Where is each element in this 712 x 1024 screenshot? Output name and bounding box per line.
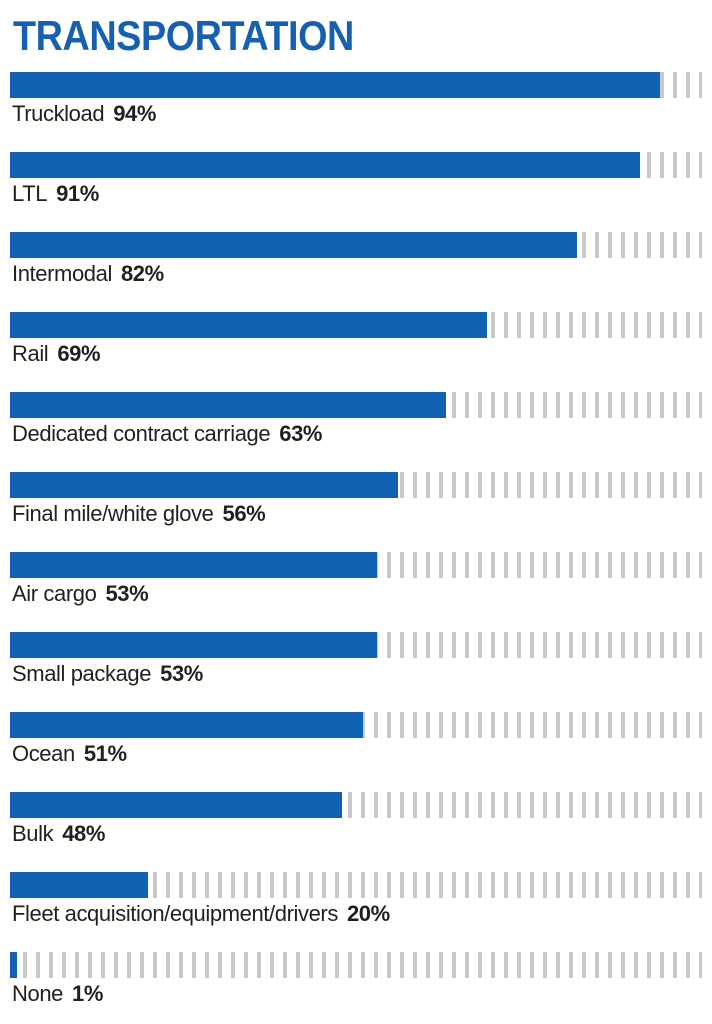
bar-value: 91% bbox=[56, 181, 99, 206]
bar-category-name: Small package bbox=[12, 661, 152, 686]
bar-value: 56% bbox=[222, 501, 266, 526]
bar-value: 94% bbox=[113, 101, 157, 126]
bar-category-name: Truckload bbox=[12, 101, 105, 126]
bar-value: 53% bbox=[105, 581, 149, 606]
bar-row: LTL 91% bbox=[10, 152, 702, 206]
bar-fill bbox=[10, 72, 661, 98]
bar-fill bbox=[10, 632, 377, 658]
bar-fill bbox=[10, 392, 446, 418]
bar-category-name: Fleet acquisition/equipment/drivers bbox=[12, 901, 338, 926]
bar-value: 20% bbox=[346, 901, 390, 926]
bar-row: Bulk 48% bbox=[10, 792, 702, 846]
bar-value: 51% bbox=[83, 741, 127, 766]
bar-value: 1% bbox=[72, 981, 103, 1006]
bar-label: None 1% bbox=[10, 982, 702, 1006]
bar-value: 63% bbox=[279, 421, 323, 446]
bar-row: Intermodal 82% bbox=[10, 232, 702, 286]
bar-category-name: Intermodal bbox=[12, 261, 112, 286]
bar-track-tick-pattern bbox=[10, 72, 702, 98]
bar-row: Ocean 51% bbox=[10, 712, 702, 766]
bar-label: Final mile/white glove 56% bbox=[10, 502, 702, 526]
bar-rows-container: Truckload 94% LTL 91% Intermodal 82% Rail 69% De… bbox=[10, 72, 702, 1024]
bar-row: Fleet acquisition/equipment/drivers 20% bbox=[10, 872, 702, 926]
bar-fill bbox=[10, 552, 377, 578]
bar-row: Small package 53% bbox=[10, 632, 702, 686]
bar-track-tick-pattern bbox=[10, 152, 702, 178]
bar-label: Rail 69% bbox=[10, 342, 702, 366]
bar-track-tick-pattern bbox=[10, 952, 702, 978]
bar-track-tick-pattern bbox=[10, 712, 702, 738]
bar-label: Fleet acquisition/equipment/drivers 20% bbox=[10, 902, 702, 926]
bar-label: Ocean 51% bbox=[10, 742, 702, 766]
bar-row: Air cargo 53% bbox=[10, 552, 702, 606]
bar-track-tick-pattern bbox=[10, 632, 702, 658]
bar-fill bbox=[10, 232, 578, 258]
bar-value: 82% bbox=[120, 261, 164, 286]
bar-row: Rail 69% bbox=[10, 312, 702, 366]
bar-fill bbox=[10, 712, 363, 738]
bar-value: 69% bbox=[57, 341, 101, 366]
bar-track-tick-pattern bbox=[10, 312, 702, 338]
bar-fill bbox=[10, 152, 640, 178]
bar-category-name: Rail bbox=[12, 341, 49, 366]
bar-track-tick-pattern bbox=[10, 392, 702, 418]
bar-track-tick-pattern bbox=[10, 232, 702, 258]
bar-category-name: Air cargo bbox=[12, 581, 97, 606]
bar-track-tick-pattern bbox=[10, 472, 702, 498]
bar-label: Dedicated contract carriage 63% bbox=[10, 422, 702, 446]
bar-category-name: Ocean bbox=[12, 741, 75, 766]
bar-fill bbox=[10, 792, 343, 818]
bar-label: Air cargo 53% bbox=[10, 582, 702, 606]
bar-value: 53% bbox=[160, 661, 203, 686]
bar-category-name: Final mile/white glove bbox=[12, 501, 214, 526]
bar-fill bbox=[10, 872, 149, 898]
bar-track-tick-pattern bbox=[10, 552, 702, 578]
bar-row: Dedicated contract carriage 63% bbox=[10, 392, 702, 446]
bar-category-name: Dedicated contract carriage bbox=[12, 421, 271, 446]
bar-row: Truckload 94% bbox=[10, 72, 702, 126]
bar-fill bbox=[10, 952, 17, 978]
bar-category-name: Bulk bbox=[12, 821, 54, 846]
bar-label: Truckload 94% bbox=[10, 102, 702, 126]
bar-label: Intermodal 82% bbox=[10, 262, 702, 286]
bar-label: Bulk 48% bbox=[10, 822, 702, 846]
bar-track-tick-pattern bbox=[10, 872, 702, 898]
bar-value: 48% bbox=[62, 821, 106, 846]
bar-fill bbox=[10, 312, 488, 338]
bar-fill bbox=[10, 472, 398, 498]
bar-label: Small package 53% bbox=[10, 662, 702, 686]
bar-label: LTL 91% bbox=[10, 182, 702, 206]
bar-row: Final mile/white glove 56% bbox=[10, 472, 702, 526]
bar-category-name: LTL bbox=[12, 181, 48, 206]
chart-title: TRANSPORTATION bbox=[13, 12, 354, 59]
bar-category-name: None bbox=[12, 981, 63, 1006]
bar-track-tick-pattern bbox=[10, 792, 702, 818]
bar-row: None 1% bbox=[10, 952, 702, 1006]
